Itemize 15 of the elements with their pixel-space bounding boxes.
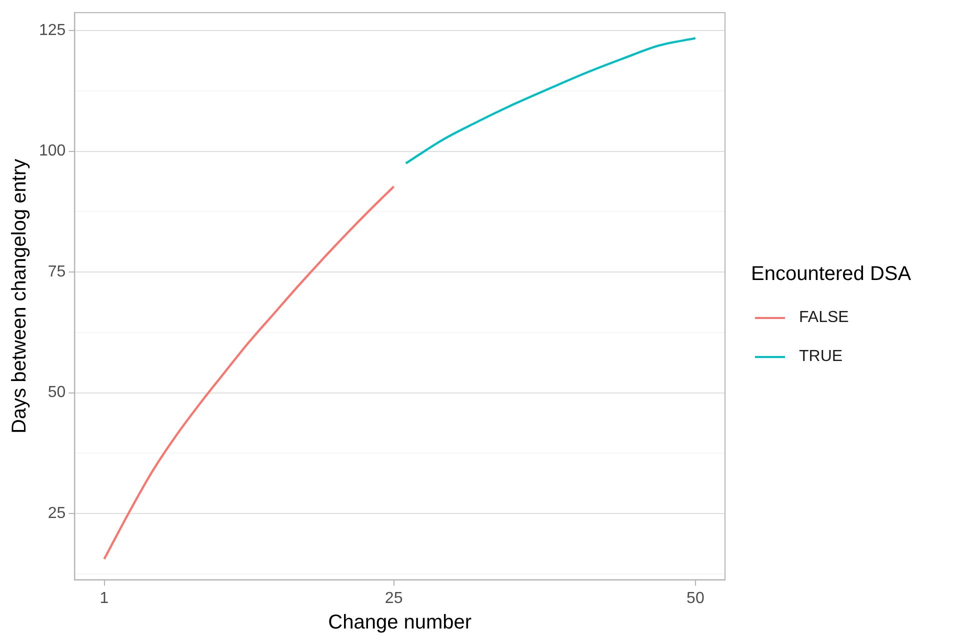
- legend-label: TRUE: [799, 348, 843, 366]
- y-tick-label: 100: [38, 142, 66, 160]
- y-tick-label: 75: [48, 263, 66, 280]
- x-axis-title: Change number: [328, 612, 472, 634]
- y-axis-title: Days between changelog entry: [8, 158, 31, 434]
- y-tick-label: 125: [38, 22, 66, 39]
- y-tick-label: 50: [48, 384, 66, 402]
- y-tick-label: 25: [48, 505, 66, 522]
- x-tick-label: 1: [100, 590, 109, 607]
- legend-title: Encountered DSA: [751, 263, 912, 286]
- line-series: [404, 37, 697, 164]
- x-tick-label: 25: [384, 590, 403, 607]
- line-series: [103, 185, 395, 560]
- x-tick-label: 50: [686, 590, 704, 607]
- legend-label: FALSE: [799, 308, 849, 326]
